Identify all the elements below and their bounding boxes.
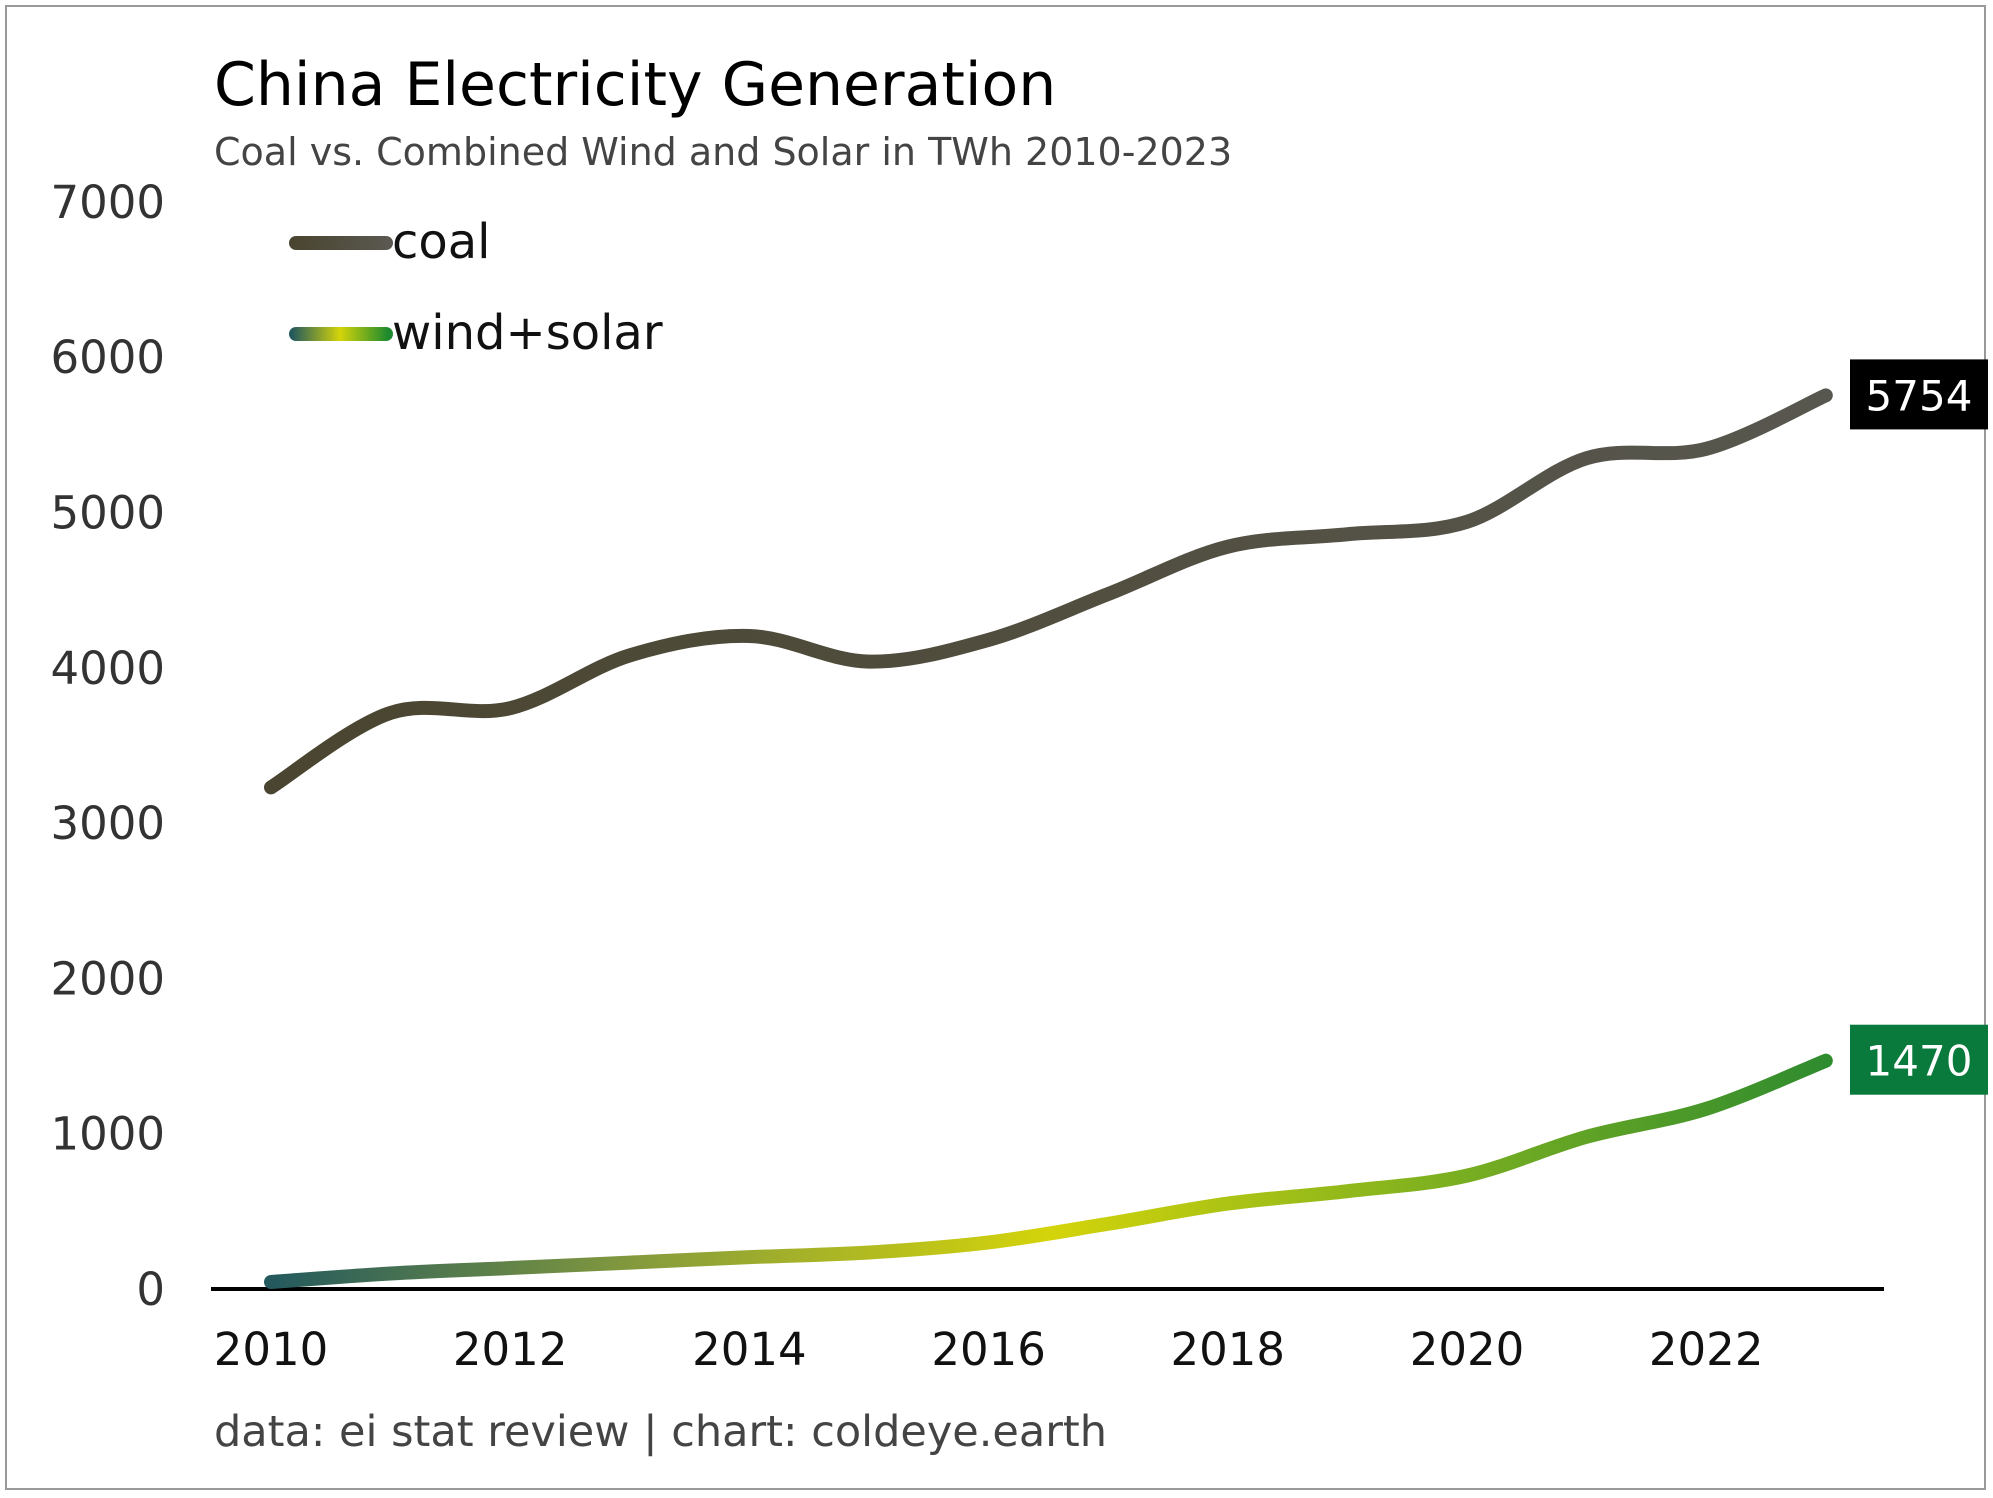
chart-title: China Electricity Generation — [214, 50, 1056, 120]
x-tick-label: 2010 — [214, 1323, 329, 1376]
series-line-coal — [264, 388, 1833, 795]
y-tick-label: 2000 — [50, 952, 165, 1005]
y-tick-label: 6000 — [50, 331, 165, 384]
end-label-text: 1470 — [1866, 1037, 1973, 1086]
y-tick-label: 7000 — [50, 176, 165, 229]
end-label-box — [1850, 359, 1988, 430]
legend-label-coal: coal — [392, 214, 491, 270]
chart-subtitle: Coal vs. Combined Wind and Solar in TWh … — [214, 130, 1232, 174]
x-tick-label: 2022 — [1649, 1323, 1764, 1376]
y-tick-label: 4000 — [50, 642, 165, 695]
x-tick-label: 2014 — [692, 1323, 807, 1376]
x-tick-label: 2012 — [453, 1323, 568, 1376]
y-tick-label: 3000 — [50, 797, 165, 850]
x-tick-label: 2020 — [1410, 1323, 1525, 1376]
end-label-box — [1850, 1024, 1988, 1095]
y-tick-label: 1000 — [50, 1108, 165, 1161]
legend-label-wind-solar: wind+solar — [392, 305, 663, 361]
end-label-coal: 5754 — [1850, 359, 1988, 430]
series-line-wind-solar — [264, 1053, 1833, 1290]
x-tick-label: 2018 — [1171, 1323, 1286, 1376]
y-tick-label: 0 — [136, 1263, 165, 1316]
y-tick-label: 5000 — [50, 487, 165, 540]
end-label-wind-solar: 1470 — [1850, 1024, 1988, 1095]
chart-frame — [5, 5, 1986, 1490]
legend: coal wind+solar — [289, 214, 663, 361]
end-label-text: 5754 — [1866, 371, 1973, 420]
x-tick-label: 2016 — [931, 1323, 1046, 1376]
chart-footer: data: ei stat review | chart: coldeye.ea… — [214, 1407, 1107, 1457]
